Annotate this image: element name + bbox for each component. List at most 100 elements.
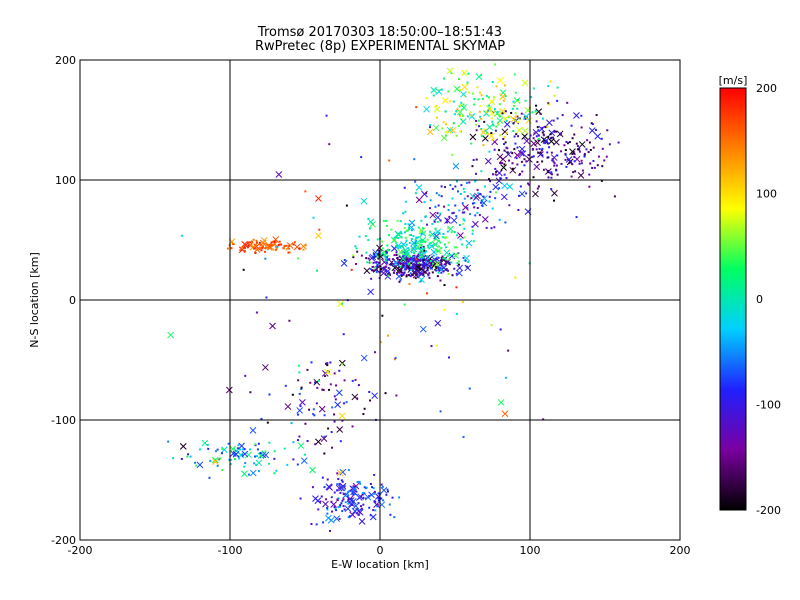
data-point [480,127,483,130]
data-point [298,392,301,395]
data-point [587,151,590,154]
data-point-cross [519,150,527,157]
data-point [198,448,201,451]
data-point [540,149,543,152]
data-point [601,147,604,150]
data-point [479,105,482,108]
data-point [542,168,545,171]
data-point [480,170,483,173]
data-point [405,260,408,263]
data-point [216,448,219,451]
data-point [456,108,459,111]
data-point [361,493,364,496]
data-point [309,381,312,384]
data-point [337,477,340,480]
y-tick-label: -100 [51,414,76,427]
data-point [462,222,465,225]
data-point [439,410,442,413]
data-point [429,267,432,270]
data-point-cross [501,128,509,136]
data-point [433,220,436,223]
data-point [327,427,330,430]
data-point [471,232,474,235]
data-point [425,223,428,226]
data-point [420,243,423,246]
data-point [409,275,412,278]
data-point [455,215,458,218]
data-point [352,254,355,257]
data-point [581,169,584,172]
data-point [399,265,402,268]
data-point [367,257,370,260]
data-point [482,144,485,147]
data-point [351,490,354,493]
data-point [435,192,438,195]
data-point [440,259,443,262]
data-point [541,147,544,150]
data-point-cross [496,153,504,161]
data-point [449,184,452,187]
data-point [435,269,438,272]
data-point [429,241,432,244]
data-point [407,274,410,277]
data-point [521,170,524,173]
data-point [537,129,540,132]
data-point [206,443,209,446]
data-point-cross [360,354,368,362]
data-point [406,259,409,262]
data-point [425,260,428,263]
data-point [347,516,350,519]
data-point [504,95,507,98]
colorbar-tick-label: 100 [756,188,777,201]
data-point [283,247,286,250]
data-point [336,472,339,475]
data-point [489,190,492,193]
data-point [266,247,269,250]
data-point-cross [532,190,539,198]
data-point [475,129,478,132]
data-point [526,182,529,185]
data-point [496,111,499,114]
data-point [399,263,402,266]
data-point [458,130,461,133]
data-point [328,143,331,146]
data-point [415,236,418,239]
data-point [402,212,405,215]
data-point [403,186,406,189]
data-point [537,151,540,154]
data-point [447,90,450,93]
x-axis-ticks: -200 -100 0 100 200 [68,544,691,557]
data-point [435,116,438,119]
data-point [458,209,461,212]
data-point [288,247,291,250]
data-point [535,148,538,151]
data-point [494,167,497,170]
data-point [401,273,404,276]
data-point [405,274,408,277]
data-point [400,232,403,235]
data-point [544,126,547,129]
data-point [425,250,428,253]
data-point [475,123,478,126]
data-point [410,260,413,263]
data-point [580,162,583,165]
data-point [388,274,391,277]
data-point [324,362,327,365]
data-point [352,256,355,259]
data-point [475,119,478,122]
colorbar-tick-label: -100 [756,399,781,412]
data-point-cross [509,166,517,174]
data-point [370,277,373,280]
data-point [365,251,368,254]
data-point [189,455,192,458]
data-point [323,486,326,489]
x-tick-label: 100 [520,544,541,557]
data-point-cross [460,104,468,111]
data-point-cross [433,260,441,268]
data-point [434,205,437,208]
data-point-cross [339,468,347,476]
data-point [397,261,400,264]
data-point-cross [488,109,496,117]
data-point [423,201,426,204]
data-point [410,238,413,241]
